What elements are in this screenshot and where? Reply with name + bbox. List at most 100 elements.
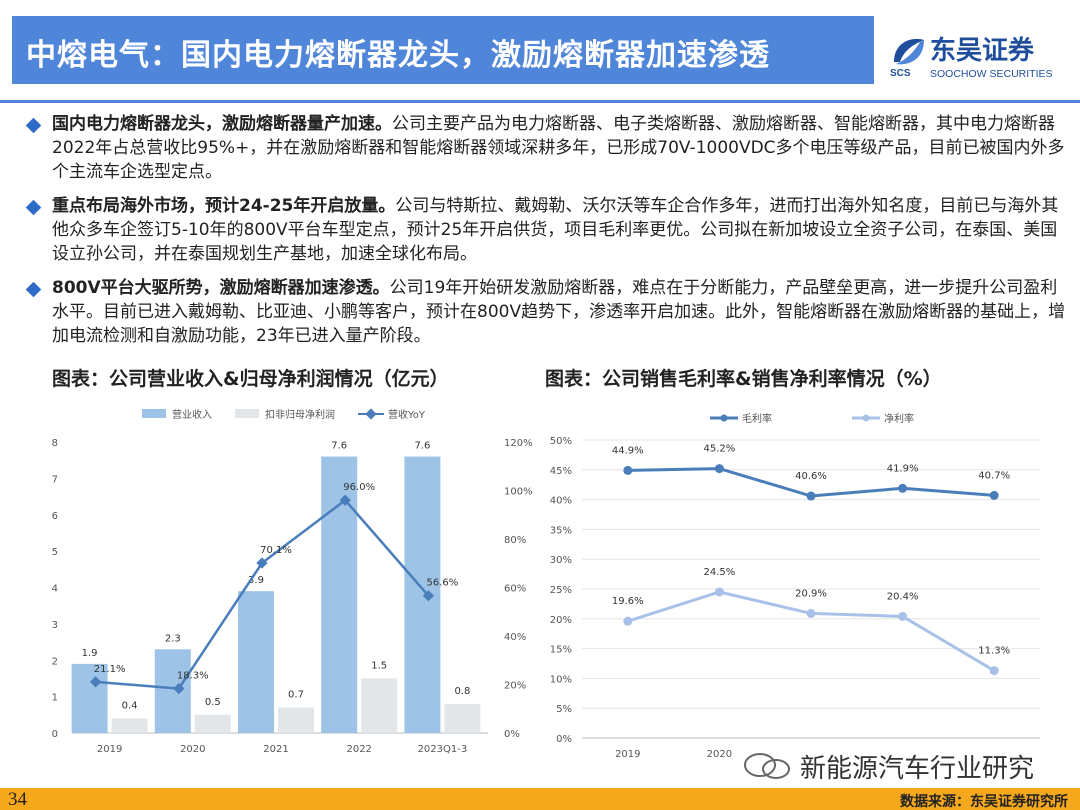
soochow-logo-icon xyxy=(894,38,924,65)
bullet-item: 国内电力熔断器龙头，激励熔断器量产加速。公司主要产品为电力熔断器、电子类熔断器、… xyxy=(25,112,1066,184)
y2-tick-label: 100% xyxy=(504,487,533,498)
bullet-text: 公司与特斯拉、戴姆勒、沃尔沃等车企合作多年，进而打出海外知名度，目前已与海外其他… xyxy=(52,196,1059,264)
net-margin-point xyxy=(714,587,724,597)
net-margin-label: 24.5% xyxy=(704,567,736,578)
bullet-list: 国内电力熔断器龙头，激励熔断器量产加速。公司主要产品为电力熔断器、电子类熔断器、… xyxy=(25,112,1066,358)
profit-data-label: 0.8 xyxy=(454,686,470,697)
bullet-lead: 国内电力熔断器龙头，激励熔断器量产加速。 xyxy=(52,114,392,134)
yoy-data-label: 96.0% xyxy=(343,482,375,493)
x-tick-label: 2022 xyxy=(346,744,371,755)
y2-tick-label: 40% xyxy=(504,632,526,643)
y2-tick-label: 20% xyxy=(504,681,526,692)
title-bar xyxy=(12,16,874,84)
x-tick-label: 2021 xyxy=(263,744,288,755)
net-margin-label: 19.6% xyxy=(612,596,644,607)
bullet-item: 800V平台大驱所势，激励熔断器加速渗透。公司19年开始研发激励熔断器，难点在于… xyxy=(25,276,1066,348)
yoy-point xyxy=(339,494,351,506)
y-tick-label: 1 xyxy=(52,693,58,704)
logo-abbr: SCS xyxy=(890,68,911,79)
y-tick-label: 20% xyxy=(550,615,572,626)
y2-tick-label: 80% xyxy=(504,535,526,546)
gross-margin-label: 40.7% xyxy=(978,470,1010,481)
legend-label: 净利率 xyxy=(884,412,914,425)
net-margin-label: 11.3% xyxy=(978,646,1010,657)
gross-margin-point xyxy=(806,491,816,501)
y-tick-label: 3 xyxy=(52,620,58,631)
profit-data-label: 0.4 xyxy=(122,700,138,711)
yoy-data-label: 56.6% xyxy=(427,578,459,589)
bullet-lead: 800V平台大驱所势，激励熔断器加速渗透。 xyxy=(52,278,390,298)
revenue-bar xyxy=(404,456,441,733)
yoy-point xyxy=(422,590,435,602)
logo-chinese-name: 东吴证券 xyxy=(930,36,1035,66)
y-tick-label: 5 xyxy=(52,547,58,558)
y-tick-label: 2 xyxy=(52,656,58,667)
net-margin-label: 20.9% xyxy=(795,588,827,599)
diamond-bullet-icon xyxy=(25,117,42,134)
gross-margin-label: 40.6% xyxy=(795,471,827,482)
x-tick-label: 2023Q1-3 xyxy=(418,744,468,755)
revenue-bar xyxy=(321,456,358,733)
x-tick-label: 2020 xyxy=(180,744,205,755)
revenue-data-label: 3.9 xyxy=(248,575,264,586)
diamond-bullet-icon xyxy=(25,199,42,216)
legend-swatch xyxy=(142,409,166,418)
revenue-data-label: 7.6 xyxy=(414,441,430,452)
bullet-lead: 重点布局海外市场，预计24-25年开启放量。 xyxy=(52,196,396,216)
y-tick-label: 50% xyxy=(550,436,572,447)
profit-data-label: 0.5 xyxy=(205,697,221,708)
header-divider xyxy=(0,100,1080,103)
y2-tick-label: 120% xyxy=(504,438,533,449)
y-tick-label: 5% xyxy=(556,704,572,715)
legend-label: 扣非归母净利润 xyxy=(265,408,335,421)
y-tick-label: 15% xyxy=(550,645,572,656)
gross-margin-label: 41.9% xyxy=(887,463,919,474)
y-tick-label: 40% xyxy=(550,496,572,507)
margin-chart: 毛利率 净利率 0% 5% 10% 15% 20% 25% 30% 35% 40% 45% 50% 201… xyxy=(550,412,1040,760)
diamond-bullet-icon xyxy=(25,281,42,298)
left-chart-title: 图表：公司营业收入&归母净利润情况（亿元） xyxy=(52,368,449,390)
net-margin-point xyxy=(989,666,999,676)
page-title: 中熔电气：国内电力熔断器龙头，激励熔断器加速渗透 xyxy=(26,38,770,73)
profit-data-label: 0.7 xyxy=(288,690,304,701)
legend-marker xyxy=(720,414,728,422)
y-tick-label: 0% xyxy=(556,734,572,745)
y-tick-label: 7 xyxy=(52,474,58,485)
yoy-data-label: 18.3% xyxy=(177,671,209,682)
y-tick-label: 0 xyxy=(52,729,58,740)
profit-bar xyxy=(278,707,314,733)
profit-data-label: 1.5 xyxy=(371,660,387,671)
profit-bar xyxy=(111,718,148,733)
x-tick-label: 2019 xyxy=(97,744,122,755)
wechat-icon xyxy=(744,753,790,779)
x-tick-label: 2020 xyxy=(707,749,732,760)
y-tick-label: 10% xyxy=(550,674,572,685)
footer-bar xyxy=(0,788,1080,810)
gross-margin-point xyxy=(623,465,633,475)
gross-margin-label: 44.9% xyxy=(612,445,644,456)
watermark-text: 新能源汽车行业研究 xyxy=(800,754,1035,784)
soochow-logo: SCS 东吴证券 SOOCHOW SECURITIES xyxy=(890,30,1070,86)
profit-bar xyxy=(194,714,231,733)
profit-bar xyxy=(444,703,481,733)
y2-tick-label: 0% xyxy=(504,729,520,740)
x-tick-label: 2019 xyxy=(615,749,640,760)
net-margin-point xyxy=(806,608,816,618)
revenue-bar xyxy=(71,663,108,733)
y-tick-label: 25% xyxy=(550,585,572,596)
net-margin-line xyxy=(627,590,995,672)
bullet-text: 公司19年开始研发激励熔断器，难点在于分断能力，产品壁垒更高，进一步提升公司盈利… xyxy=(52,278,1066,346)
yoy-data-label: 70.1% xyxy=(260,545,292,556)
y-tick-label: 4 xyxy=(52,584,58,595)
legend-marker xyxy=(862,414,870,422)
net-margin-point xyxy=(898,611,908,621)
revenue-profit-chart: 营业收入 扣非归母净利润 营收YoY0123456780%20%40%60%80%1… xyxy=(52,408,533,755)
yoy-data-label: 21.1% xyxy=(94,664,126,675)
revenue-data-label: 7.6 xyxy=(331,441,347,452)
bullet-text: 公司主要产品为电力熔断器、电子类熔断器、激励熔断器、智能熔断器，其中电力熔断器2… xyxy=(52,114,1065,182)
legend-label: 营收YoY xyxy=(388,408,426,421)
page-number: 34 xyxy=(8,789,27,810)
bullet-item: 重点布局海外市场，预计24-25年开启放量。公司与特斯拉、戴姆勒、沃尔沃等车企合… xyxy=(25,194,1066,266)
y-tick-label: 6 xyxy=(52,511,58,522)
right-chart-title: 图表：公司销售毛利率&销售净利率情况（%） xyxy=(545,368,942,390)
